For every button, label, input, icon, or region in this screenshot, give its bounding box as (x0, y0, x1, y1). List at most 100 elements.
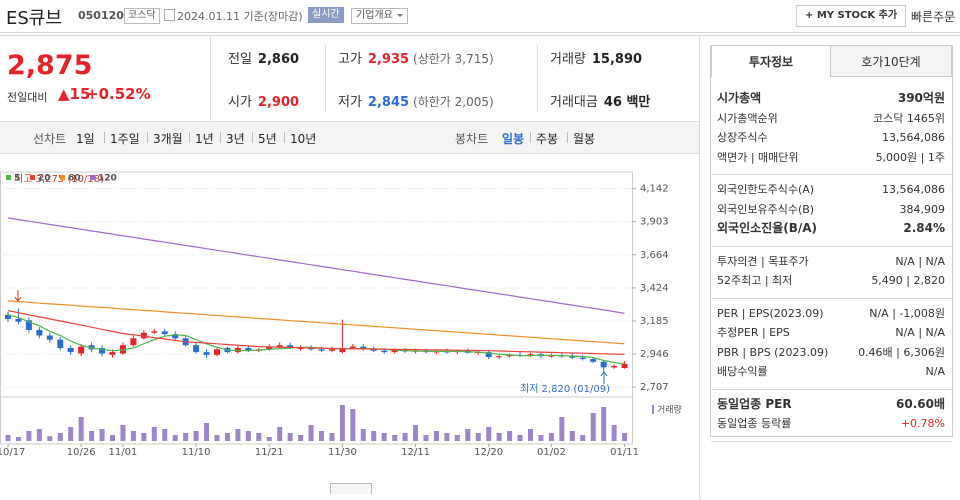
candle-body (130, 338, 137, 346)
candle-body (485, 352, 492, 357)
candle-tab[interactable]: 주봉 (529, 132, 559, 146)
info-value: 5,490 | 2,820 (871, 274, 945, 287)
quote-value: 2,845 (367, 95, 410, 110)
volume-bar (298, 435, 304, 441)
quick-order[interactable]: 빠른주문 (911, 10, 956, 24)
tab-label: 선차트 (33, 132, 67, 146)
quote-cell: 거래량 15,890 (550, 48, 642, 67)
legend-label: 5 (14, 174, 20, 184)
info-row: 52주최고 | 최저 5,490 | 2,820 (717, 271, 945, 290)
volume-bar (433, 431, 439, 441)
volume-bar (329, 433, 335, 441)
info-section: PER | EPS(2023.09) N/A | -1,008원 추정PER | E… (711, 301, 952, 390)
volume-bar (266, 437, 272, 441)
volume-bar (245, 431, 251, 441)
volume-bar (444, 433, 450, 441)
candle-body (370, 349, 377, 351)
period-tab[interactable]: 10년 (283, 132, 317, 146)
candle-body (88, 345, 95, 350)
candle-body (266, 346, 273, 350)
volume-bar (204, 423, 210, 441)
info-label: 외국인보유주식수(B) (717, 202, 815, 216)
annotation-arrow (600, 371, 608, 377)
candle-body (621, 363, 628, 369)
candle-body (506, 354, 513, 357)
quote-cell: 시가 2,900 (228, 91, 299, 110)
period-tab[interactable]: 3개월 (147, 132, 183, 146)
info-value: 0.46배 | 6,306원 (858, 345, 945, 359)
period-tab[interactable]: 1일 (76, 132, 95, 146)
candle-body (600, 361, 607, 368)
info-value: N/A | N/A (895, 254, 945, 268)
candle-body (276, 345, 283, 347)
mystock-button[interactable]: + MY STOCK 추가 (796, 5, 907, 27)
volume-bar (590, 413, 596, 441)
candle-body (360, 346, 367, 350)
candle-body (214, 349, 220, 355)
volume-bar (308, 425, 314, 441)
info-label: 상장주식수 (717, 131, 768, 144)
quote-value: 46 백만 (603, 95, 651, 110)
candle-body (245, 347, 252, 351)
quote-cell: 거래대금 46 백만 (550, 91, 650, 110)
info-tab[interactable]: 호가10단계 (830, 45, 952, 77)
candle-body (297, 347, 304, 349)
candle-body (25, 320, 32, 330)
quote-value: 2,860 (257, 52, 300, 67)
info-value: N/A | -1,008원 (869, 306, 945, 320)
info-section: 외국인한도주식수(A) 13,564,086 외국인보유주식수(B) 384,909 외… (711, 177, 952, 247)
volume-bar (183, 433, 189, 441)
info-label: 외국인한도주식수(A) (717, 183, 815, 196)
candle-body (151, 331, 158, 333)
period-tab[interactable]: 1년 (189, 132, 214, 146)
legend-label: 120 (98, 174, 117, 184)
overview-button[interactable]: 기업개요 (351, 8, 408, 24)
divider (699, 35, 700, 500)
ma-line (7, 217, 625, 314)
legend-label: 60 (68, 174, 81, 184)
volume-bar (538, 435, 544, 441)
info-value: 390억원 (897, 91, 945, 105)
period-tab[interactable]: 1주일 (104, 132, 140, 146)
volume-bar (15, 437, 21, 441)
candle-tab[interactable]: 월봉 (566, 132, 596, 146)
candle-body (381, 350, 388, 353)
realtime-button[interactable]: 실시간 (308, 7, 344, 23)
volume-bar (151, 427, 157, 441)
collapse-button[interactable] (330, 483, 372, 494)
candle-body (99, 347, 106, 354)
volume-bar (569, 431, 575, 441)
candle-body (496, 356, 503, 358)
info-value: 2.84% (903, 221, 945, 235)
volume-bar (611, 425, 617, 441)
base-date: 2024.01.11 기준(장마감) (177, 10, 303, 23)
period-tab[interactable]: 3년 (220, 132, 245, 146)
info-label: 액면가 | 매매단위 (717, 150, 799, 164)
annotation-high: 최고 3,275 (10/18) (14, 173, 104, 185)
info-value: 코스닥 1465위 (873, 111, 945, 125)
info-row: 투자의견 | 목표주가 N/A | N/A (717, 252, 945, 271)
volume-bar (5, 435, 11, 441)
info-section: 동일업종 PER 60.60배 동일업종 등락률 +0.78% (711, 392, 952, 442)
volume-bar (559, 417, 565, 441)
volume-bar (339, 405, 345, 441)
quote-label: 저가 (338, 95, 362, 110)
divider (210, 35, 211, 121)
info-label: PBR | BPS (2023.09) (717, 345, 829, 359)
volume-bar (36, 429, 42, 441)
period-tab[interactable]: 5년 (252, 132, 277, 146)
quote-label: 시가 (228, 95, 252, 110)
legend-swatch (90, 175, 95, 180)
x-tick-label: 11/01 (109, 447, 138, 458)
market-tag: 코스닥 (124, 8, 160, 24)
info-row: 추정PER | EPS N/A | N/A (717, 323, 945, 342)
volume-bar (402, 433, 408, 441)
volume-bar (235, 429, 241, 441)
candle-tab[interactable]: 일봉 (502, 132, 525, 146)
quote-label: 거래량 (550, 52, 586, 67)
info-label: 추정PER | EPS (717, 326, 790, 339)
info-row: 외국인보유주식수(B) 384,909 (717, 200, 945, 219)
quote-note: (상한가 3,715) (413, 52, 494, 66)
quote-label: 고가 (338, 52, 362, 67)
info-tab[interactable]: 투자정보 (711, 45, 831, 77)
